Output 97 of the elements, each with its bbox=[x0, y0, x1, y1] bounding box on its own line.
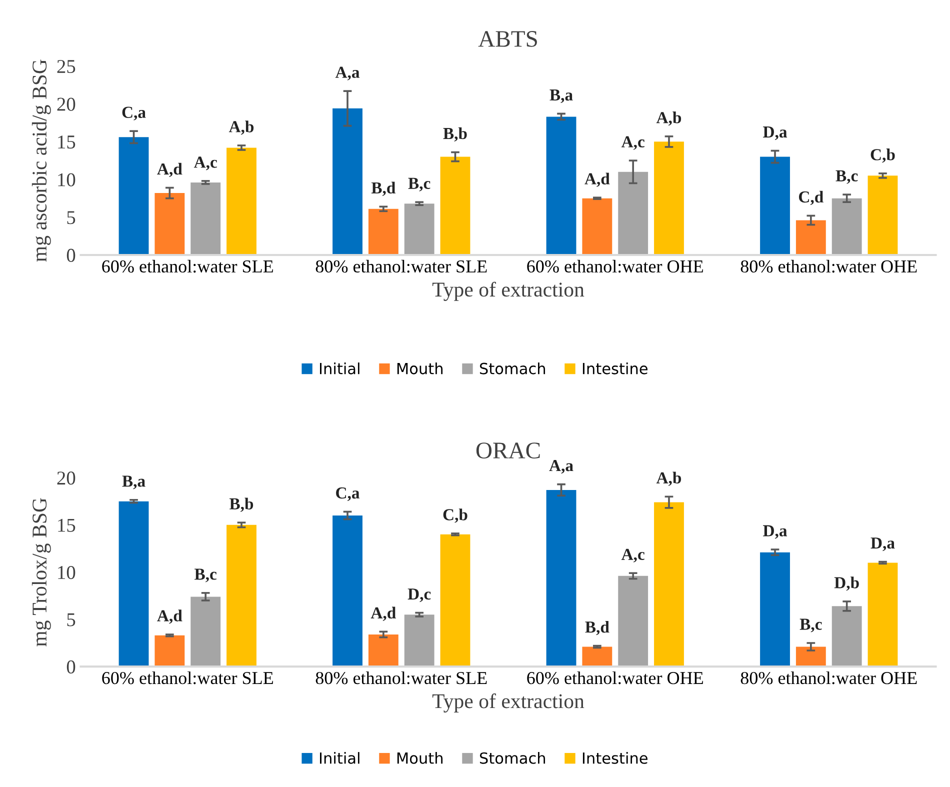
data-label: A,c bbox=[194, 156, 217, 170]
y-tick-label: 5 bbox=[67, 613, 76, 626]
y-tick-label: 10 bbox=[58, 566, 76, 580]
bar bbox=[546, 490, 576, 667]
data-label: A,d bbox=[584, 172, 610, 187]
bar bbox=[226, 524, 256, 667]
x-tick-label: 80% ethanol:water SLE bbox=[316, 671, 487, 684]
data-label: D,a bbox=[763, 525, 788, 539]
data-label: C,a bbox=[336, 487, 360, 502]
data-label: B,b bbox=[443, 127, 467, 142]
data-label: A,b bbox=[228, 120, 254, 135]
y-axis-title: mg ascorbic acid/g BSG bbox=[32, 60, 51, 262]
chart-title: ORAC bbox=[476, 442, 540, 458]
y-tick-label: 15 bbox=[58, 136, 76, 149]
data-label: D,a bbox=[763, 126, 788, 140]
legend-label: Intestine bbox=[582, 752, 648, 764]
bar bbox=[368, 634, 398, 667]
bar bbox=[226, 148, 256, 255]
data-label: C,b bbox=[870, 148, 895, 163]
bar bbox=[796, 646, 826, 667]
data-label: B,a bbox=[122, 476, 146, 490]
bar bbox=[582, 646, 612, 667]
data-label: D,a bbox=[870, 538, 895, 552]
data-label: B,c bbox=[194, 568, 217, 582]
data-label: A,b bbox=[656, 112, 682, 126]
y-tick-label: 20 bbox=[57, 98, 76, 111]
bar bbox=[118, 501, 149, 667]
data-label: C,a bbox=[122, 106, 146, 120]
y-tick-label: 0 bbox=[66, 660, 76, 674]
x-axis-title: Type of extraction bbox=[432, 282, 584, 301]
data-label: A,b bbox=[656, 472, 682, 486]
y-tick-label: 25 bbox=[57, 60, 76, 74]
bar bbox=[760, 552, 790, 667]
bar bbox=[404, 204, 434, 255]
y-axis-title: mg Trolox/g BSG bbox=[32, 498, 51, 646]
data-label: C,b bbox=[443, 508, 468, 523]
legend-label: Stomach bbox=[480, 362, 546, 374]
bar bbox=[404, 614, 434, 667]
legend-label: Stomach bbox=[480, 752, 546, 764]
x-axis-title: Type of extraction bbox=[432, 693, 584, 713]
data-label: B,d bbox=[371, 182, 396, 196]
bar bbox=[582, 198, 612, 255]
data-label: A,a bbox=[335, 66, 360, 80]
bar bbox=[654, 502, 684, 667]
y-tick-label: 0 bbox=[66, 248, 76, 262]
bar bbox=[332, 108, 362, 255]
data-label: B,c bbox=[836, 170, 858, 184]
bar bbox=[868, 176, 898, 255]
x-tick-label: 60% ethanol:water SLE bbox=[102, 671, 273, 684]
y-tick-label: 20 bbox=[57, 472, 76, 485]
data-label: B,c bbox=[408, 178, 430, 192]
x-tick-label: 80% ethanol:water OHE bbox=[740, 671, 917, 684]
data-label: A,c bbox=[621, 136, 644, 150]
data-label: D,b bbox=[834, 576, 859, 591]
bar bbox=[832, 198, 862, 255]
bar bbox=[332, 515, 362, 667]
legend-label: Initial bbox=[320, 752, 360, 764]
data-label: D,c bbox=[408, 588, 431, 602]
data-label: A,c bbox=[621, 548, 644, 562]
data-label: A,a bbox=[549, 460, 574, 474]
bar bbox=[796, 220, 826, 255]
bar bbox=[546, 116, 576, 255]
bar bbox=[654, 142, 684, 255]
x-tick-label: 60% ethanol:water OHE bbox=[527, 260, 703, 273]
data-label: B,a bbox=[550, 90, 573, 104]
x-tick-label: 80% ethanol:water OHE bbox=[740, 260, 917, 273]
y-tick-label: 10 bbox=[58, 173, 76, 186]
bar bbox=[368, 208, 398, 255]
legend-label: Mouth bbox=[397, 362, 443, 374]
bar bbox=[868, 562, 898, 667]
bar bbox=[154, 193, 185, 255]
bar bbox=[190, 182, 221, 255]
x-tick-label: 60% ethanol:water OHE bbox=[527, 671, 703, 684]
data-label: A,d bbox=[157, 610, 182, 624]
bar bbox=[190, 596, 221, 667]
data-label: A,d bbox=[157, 162, 182, 178]
bar bbox=[440, 156, 470, 255]
data-label: B,b bbox=[229, 498, 254, 512]
bar bbox=[154, 635, 185, 667]
chart-title: ABTS bbox=[478, 31, 537, 47]
y-tick-label: 5 bbox=[67, 211, 76, 224]
y-tick-label: 15 bbox=[58, 518, 76, 532]
x-tick-label: 80% ethanol:water SLE bbox=[316, 260, 487, 273]
legend-label: Mouth bbox=[397, 752, 443, 764]
bar bbox=[440, 534, 470, 667]
bar bbox=[832, 606, 862, 667]
legend-label: Intestine bbox=[582, 362, 648, 374]
data-label: C,d bbox=[799, 190, 824, 206]
data-label: A,d bbox=[370, 606, 396, 621]
bar bbox=[618, 172, 648, 255]
bar bbox=[118, 137, 149, 255]
x-tick-label: 60% ethanol:water SLE bbox=[102, 260, 273, 273]
data-label: B,d bbox=[585, 620, 610, 636]
legend-label: Initial bbox=[320, 362, 360, 374]
bar bbox=[618, 576, 648, 667]
bar bbox=[760, 156, 790, 255]
data-label: B,c bbox=[800, 618, 822, 632]
